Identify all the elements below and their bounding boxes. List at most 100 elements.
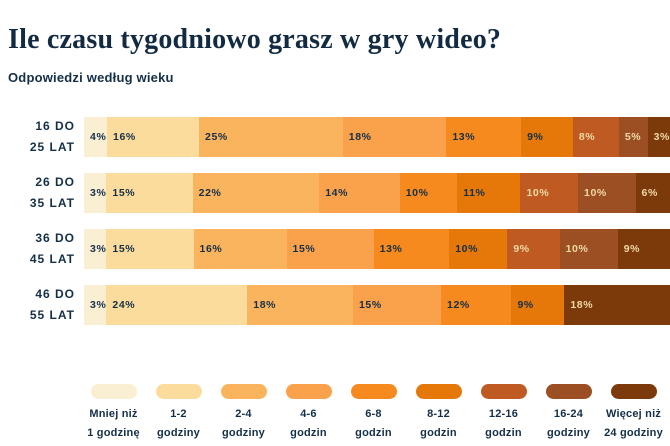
segment-value-label: 15% (112, 243, 136, 255)
segment-value-label: 8% (578, 131, 596, 143)
bar-segment: 3% (84, 285, 107, 325)
legend-swatch (350, 384, 397, 399)
bar-segment: 3% (84, 229, 107, 269)
segment-value-label: 12% (447, 299, 470, 311)
stacked-bar: 3% 15% 22% 14% 10% 11% 10% 10% 6% (84, 173, 670, 213)
legend-label: 16-24 godziny (547, 408, 590, 439)
segment-value-label: 9% (527, 131, 544, 143)
legend-label: 4-6 godzin (290, 408, 327, 439)
bar-segment: 16% (107, 117, 200, 157)
legend-swatch (90, 384, 137, 399)
segment-value-label: 13% (452, 131, 476, 143)
legend-label: 2-4 godziny (222, 408, 265, 439)
bar-segment: 16% (193, 229, 287, 269)
bar-segment: 15% (352, 285, 442, 325)
bar-segment: 18% (247, 285, 353, 325)
bar-segment: 5% (618, 117, 648, 157)
bar-segment: 25% (199, 117, 343, 157)
bar-segment: 10% (399, 173, 458, 213)
segment-value-label: 13% (379, 243, 403, 255)
segment-value-label: 10% (455, 243, 479, 255)
segment-value-label: 10% (584, 187, 607, 199)
chart-row: 36 DO 45 LAT 3% 15% 16% 15% 13% 10% 9% 10% 9% (0, 229, 670, 269)
segment-value-label: 14% (325, 187, 349, 199)
segment-value-label: 18% (253, 299, 277, 311)
legend-label: Mniej niż 1 godzinę (87, 408, 140, 439)
page-subtitle: Odpowiedzi według wieku (8, 70, 174, 85)
bar-segment: 9% (617, 229, 670, 269)
segment-value-label: 25% (205, 131, 228, 143)
legend-item: 16-24 godziny (536, 384, 601, 443)
age-group-label: 16 DO 25 LAT (29, 119, 75, 154)
legend-swatch (220, 384, 267, 399)
bar-segment: 10% (449, 229, 508, 269)
segment-value-label: 6% (641, 187, 658, 199)
legend-swatch (480, 384, 527, 399)
segment-value-label: 5% (624, 131, 642, 143)
legend-label: 6-8 godzin (355, 408, 392, 439)
bar-segment: 22% (192, 173, 320, 213)
legend-label: 12-16 godzin (485, 408, 522, 439)
legend-swatch (545, 384, 592, 399)
legend-item: Więcej niż 24 godziny (601, 384, 666, 443)
legend-swatch (415, 384, 462, 399)
page-title: Ile czasu tygodniowo grasz w gry wideo? (8, 24, 502, 55)
segment-value-label: 15% (292, 243, 316, 255)
segment-value-label: 18% (570, 299, 594, 311)
bar-segment: 9% (511, 285, 565, 325)
segment-value-label: 16% (113, 131, 136, 143)
segment-value-label: 15% (112, 187, 136, 199)
chart-row: 46 DO 55 LAT 3% 24% 18% 15% 12% 9% 18% (0, 285, 670, 325)
legend-swatch (610, 384, 657, 399)
stacked-bar: 4% 16% 25% 18% 13% 9% 8% 5% 3% (84, 117, 670, 157)
stacked-bar-chart: 16 DO 25 LAT 4% 16% 25% 18% 13% 9% 8% 5% 3% 26 DO … (0, 117, 670, 341)
segment-value-label: 9% (623, 243, 641, 255)
bar-segment: 6% (635, 173, 670, 213)
legend-label: 8-12 godzin (420, 408, 457, 439)
bar-segment: 12% (441, 285, 512, 325)
bar-segment: 11% (457, 173, 521, 213)
segment-value-label: 9% (517, 299, 534, 311)
segment-value-label: 10% (405, 187, 429, 199)
bar-segment: 18% (564, 285, 670, 325)
bar-segment: 10% (520, 173, 578, 213)
legend-item: 8-12 godzin (406, 384, 471, 443)
bar-segment: 4% (84, 117, 107, 157)
segment-value-label: 11% (463, 187, 486, 199)
age-group-label: 36 DO 45 LAT (29, 231, 75, 266)
segment-value-label: 15% (358, 299, 382, 311)
bar-segment: 13% (373, 229, 450, 269)
stacked-bar: 3% 15% 16% 15% 13% 10% 9% 10% 9% (84, 229, 670, 269)
legend-item: 4-6 godzin (276, 384, 341, 443)
legend-swatch (285, 384, 332, 399)
legend-label: Więcej niż 24 godziny (604, 408, 663, 439)
legend-label: 1-2 godziny (157, 408, 200, 439)
segment-value-label: 10% (565, 243, 589, 255)
segment-value-label: 10% (526, 187, 550, 199)
bar-segment: 18% (342, 117, 447, 157)
segment-value-label: 16% (199, 243, 223, 255)
legend-item: Mniej niż 1 godzinę (81, 384, 146, 443)
segment-value-label: 9% (513, 243, 530, 255)
segment-value-label: 3% (90, 243, 107, 255)
bar-segment: 3% (84, 173, 107, 213)
age-group-label: 46 DO 55 LAT (29, 287, 75, 322)
legend-swatch (155, 384, 202, 399)
segment-value-label: 24% (112, 299, 136, 311)
chart-row: 16 DO 25 LAT 4% 16% 25% 18% 13% 9% 8% 5% 3% (0, 117, 670, 157)
segment-value-label: 3% (653, 131, 670, 143)
bar-segment: 10% (578, 173, 636, 213)
bar-segment: 15% (106, 173, 193, 213)
chart-row: 26 DO 35 LAT 3% 15% 22% 14% 10% 11% 10% 10% 6% (0, 173, 670, 213)
bar-segment: 15% (286, 229, 374, 269)
legend-item: 12-16 godzin (471, 384, 536, 443)
segment-value-label: 4% (90, 131, 107, 143)
age-group-label: 26 DO 35 LAT (29, 175, 75, 210)
bar-segment: 9% (507, 229, 560, 269)
bar-segment: 10% (559, 229, 618, 269)
bar-segment: 8% (572, 117, 619, 157)
bar-segment: 9% (521, 117, 573, 157)
bar-segment: 14% (319, 173, 400, 213)
stacked-bar: 3% 24% 18% 15% 12% 9% 18% (84, 285, 670, 325)
